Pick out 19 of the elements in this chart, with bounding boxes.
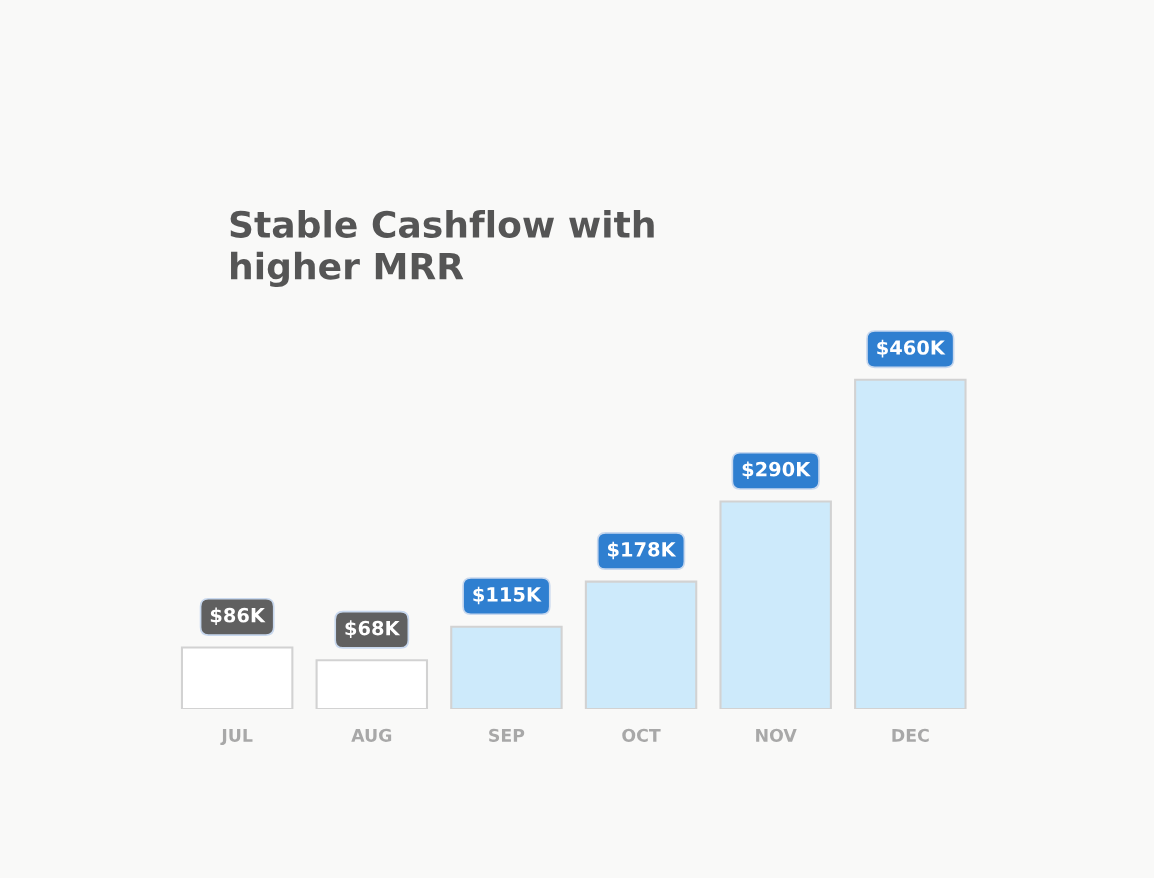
data-label: $86K [210, 607, 266, 626]
chart-title: Stable Cashflow with higher MRR [230, 210, 654, 288]
x-tick-label: JUL [220, 728, 253, 746]
bar [584, 580, 698, 709]
data-label: $460K [877, 339, 946, 358]
data-label: $178K [607, 541, 677, 560]
bar [719, 500, 832, 709]
x-tick-label: SEP [489, 728, 525, 742]
x-tick-label: OCT [622, 728, 661, 742]
x-tick-label: AUG [351, 728, 392, 742]
bar [180, 646, 294, 709]
bar [315, 659, 429, 709]
data-label: $115K [473, 586, 542, 605]
x-tick-label: DEC [892, 728, 929, 742]
bar [450, 625, 563, 709]
x-tick-label: NOV [756, 728, 797, 742]
data-label: $68K [345, 620, 401, 638]
bar [854, 378, 967, 709]
data-label: $290K [742, 461, 811, 480]
